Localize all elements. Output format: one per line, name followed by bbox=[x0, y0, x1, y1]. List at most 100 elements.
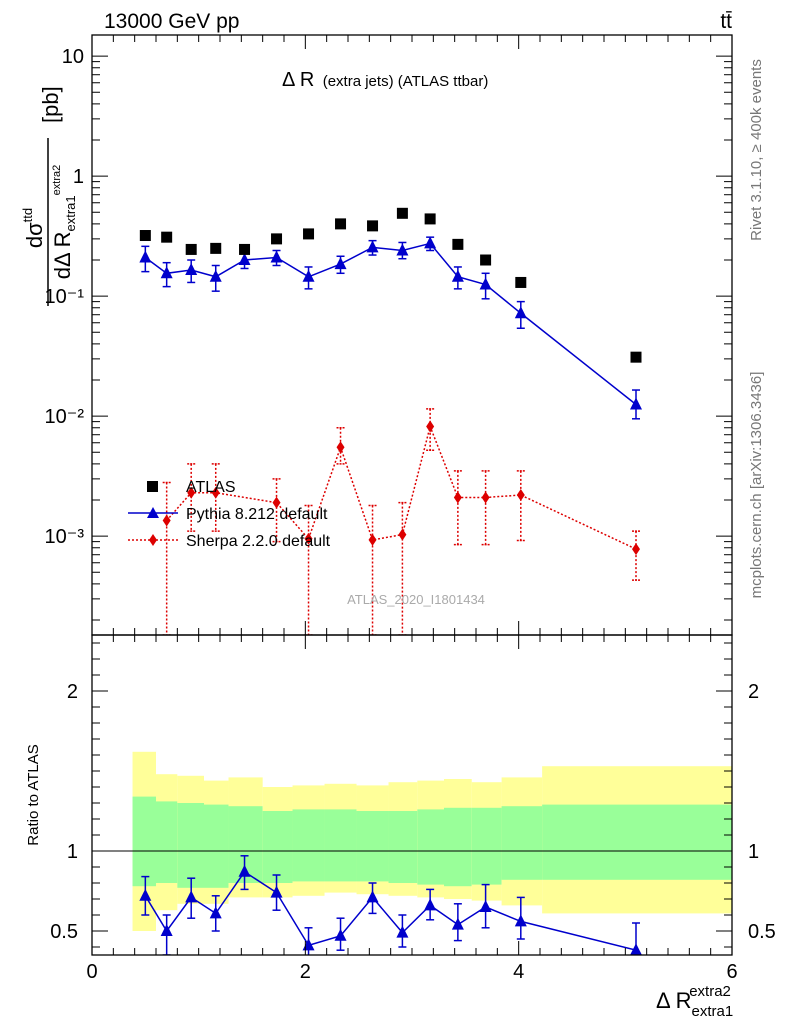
ratio-pythia-point-11 bbox=[451, 917, 464, 930]
atlas-point-13 bbox=[515, 276, 527, 288]
x-label-0: 0 bbox=[86, 961, 97, 983]
atlas-point-7 bbox=[335, 218, 347, 230]
tick-labels: 10 1 10⁻¹ 10⁻² 10⁻³ 0.5 0.5 1 1 2 2 0 2 4 6 bbox=[45, 46, 776, 983]
analysis-watermark: ATLAS_2020_I1801434 bbox=[347, 592, 485, 607]
atlas-point-8 bbox=[367, 220, 379, 232]
legend-marker-sherpa bbox=[149, 534, 157, 546]
ratio-xlabel: Δ Rextra1extra2 bbox=[656, 983, 733, 1020]
sherpa-point-13 bbox=[516, 489, 525, 502]
y-label-main-4: 10⁻³ bbox=[45, 526, 85, 548]
pythia-point-11 bbox=[451, 269, 464, 282]
pythia-point-12 bbox=[479, 277, 492, 290]
ratio-plot-area bbox=[92, 850, 732, 955]
band-inner-0 bbox=[132, 796, 156, 887]
atlas-point-14 bbox=[630, 351, 642, 363]
ratio-pythia-point-10 bbox=[424, 898, 437, 911]
atlas-point-4 bbox=[239, 243, 251, 255]
x-label-2: 4 bbox=[513, 961, 524, 983]
y-label-ratio-left-2: 2 bbox=[67, 681, 78, 703]
ratio-pythia-point-2 bbox=[185, 890, 198, 903]
y-label-main-3: 10⁻² bbox=[45, 406, 85, 428]
band-inner-13 bbox=[501, 806, 543, 880]
ratio-pythia-point-14 bbox=[630, 943, 642, 955]
legend-label-sherpa: Sherpa 2.2.0 default bbox=[186, 533, 331, 550]
sherpa-point-5 bbox=[272, 496, 281, 509]
sherpa-point-12 bbox=[481, 491, 490, 504]
pythia-point-1 bbox=[160, 266, 173, 279]
band-inner-7 bbox=[324, 809, 357, 882]
ratio-pythia-point-4 bbox=[238, 864, 251, 877]
ratio-pythia-point-7 bbox=[334, 928, 347, 941]
band-inner-8 bbox=[356, 811, 389, 882]
pythia-point-3 bbox=[209, 269, 222, 282]
pythia-point-2 bbox=[185, 263, 198, 276]
plot-title-main: Δ R bbox=[282, 69, 314, 91]
band-inner-14 bbox=[542, 804, 732, 880]
ratio-uncertainty-bands bbox=[132, 751, 732, 931]
main-ylabel: dσttd dΔ Rextra1extra2 [pb] bbox=[20, 86, 78, 306]
sherpa-point-8 bbox=[368, 533, 377, 546]
sherpa-point-6 bbox=[304, 532, 313, 545]
atlas-point-3 bbox=[210, 242, 222, 254]
pythia-point-13 bbox=[514, 306, 527, 319]
main-plot-area bbox=[139, 207, 642, 635]
ratio-pythia-point-3 bbox=[209, 906, 222, 919]
legend-marker-pythia bbox=[147, 507, 159, 518]
atlas-point-5 bbox=[271, 233, 283, 245]
pythia-point-8 bbox=[366, 240, 379, 253]
sherpa-point-9 bbox=[398, 528, 407, 541]
pythia-point-14 bbox=[630, 397, 642, 410]
y-label-ratio-left-1: 1 bbox=[67, 841, 78, 863]
pythia-point-7 bbox=[334, 257, 347, 270]
atlas-point-0 bbox=[139, 230, 151, 242]
sherpa-point-10 bbox=[426, 420, 435, 433]
legend: ATLAS Pythia 8.212 default Sherpa 2.2.0 … bbox=[128, 479, 331, 550]
pythia-point-4 bbox=[238, 253, 251, 266]
plot-title: Δ R (extra jets) (ATLAS ttbar) bbox=[282, 69, 488, 91]
ratio-pythia-point-5 bbox=[270, 885, 283, 898]
ratio-pythia-point-1 bbox=[160, 924, 173, 936]
band-inner-5 bbox=[262, 811, 293, 883]
ratio-pythia-point-0 bbox=[139, 888, 152, 901]
ratio-pythia-point-9 bbox=[396, 925, 409, 938]
sherpa-point-1 bbox=[162, 514, 171, 527]
band-inner-11 bbox=[444, 807, 472, 887]
plot-title-rest: (extra jets) (ATLAS ttbar) bbox=[323, 73, 489, 90]
y-label-ratio-right-0: 0.5 bbox=[748, 921, 776, 943]
legend-label-pythia: Pythia 8.212 default bbox=[186, 506, 328, 523]
svg-text:dσttd: dσttd bbox=[20, 208, 47, 248]
sherpa-point-11 bbox=[453, 491, 462, 504]
axes bbox=[91, 34, 733, 956]
sherpa-point-14 bbox=[632, 543, 640, 556]
y-label-main-1: 1 bbox=[73, 166, 84, 188]
atlas-point-2 bbox=[185, 243, 197, 255]
atlas-point-12 bbox=[480, 254, 492, 266]
y-label-ratio-right-1: 1 bbox=[748, 841, 759, 863]
sherpa-point-2 bbox=[187, 486, 196, 499]
y-label-main-0: 10 bbox=[62, 46, 84, 68]
band-inner-10 bbox=[417, 809, 444, 885]
pythia-point-6 bbox=[302, 269, 315, 282]
sherpa-point-7 bbox=[336, 441, 345, 454]
atlas-point-6 bbox=[303, 228, 315, 240]
x-label-1: 2 bbox=[300, 961, 311, 983]
y-label-main-2: 10⁻¹ bbox=[45, 286, 85, 308]
pythia-point-10 bbox=[424, 236, 437, 249]
legend-label-atlas: ATLAS bbox=[186, 479, 236, 496]
y-label-ratio-left-0: 0.5 bbox=[50, 921, 78, 943]
band-inner-1 bbox=[156, 801, 178, 883]
ratio-pythia-point-12 bbox=[479, 900, 492, 912]
band-inner-3 bbox=[204, 804, 229, 888]
band-inner-6 bbox=[292, 809, 325, 882]
mcplots-label: mcplots.cern.ch [arXiv:1306.3436] bbox=[748, 372, 765, 599]
ratio-pythia-point-8 bbox=[366, 890, 379, 903]
ratio-pythia-point-13 bbox=[514, 914, 527, 927]
band-inner-12 bbox=[471, 807, 502, 885]
band-inner-9 bbox=[388, 811, 418, 883]
atlas-point-11 bbox=[452, 238, 464, 250]
pythia-point-0 bbox=[139, 250, 152, 263]
atlas-point-9 bbox=[396, 207, 408, 219]
svg-text:[pb]: [pb] bbox=[38, 86, 63, 123]
rivet-label: Rivet 3.1.10, ≥ 400k events bbox=[748, 59, 765, 241]
